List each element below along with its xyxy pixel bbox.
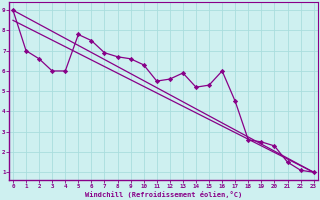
X-axis label: Windchill (Refroidissement éolien,°C): Windchill (Refroidissement éolien,°C) [85,191,242,198]
